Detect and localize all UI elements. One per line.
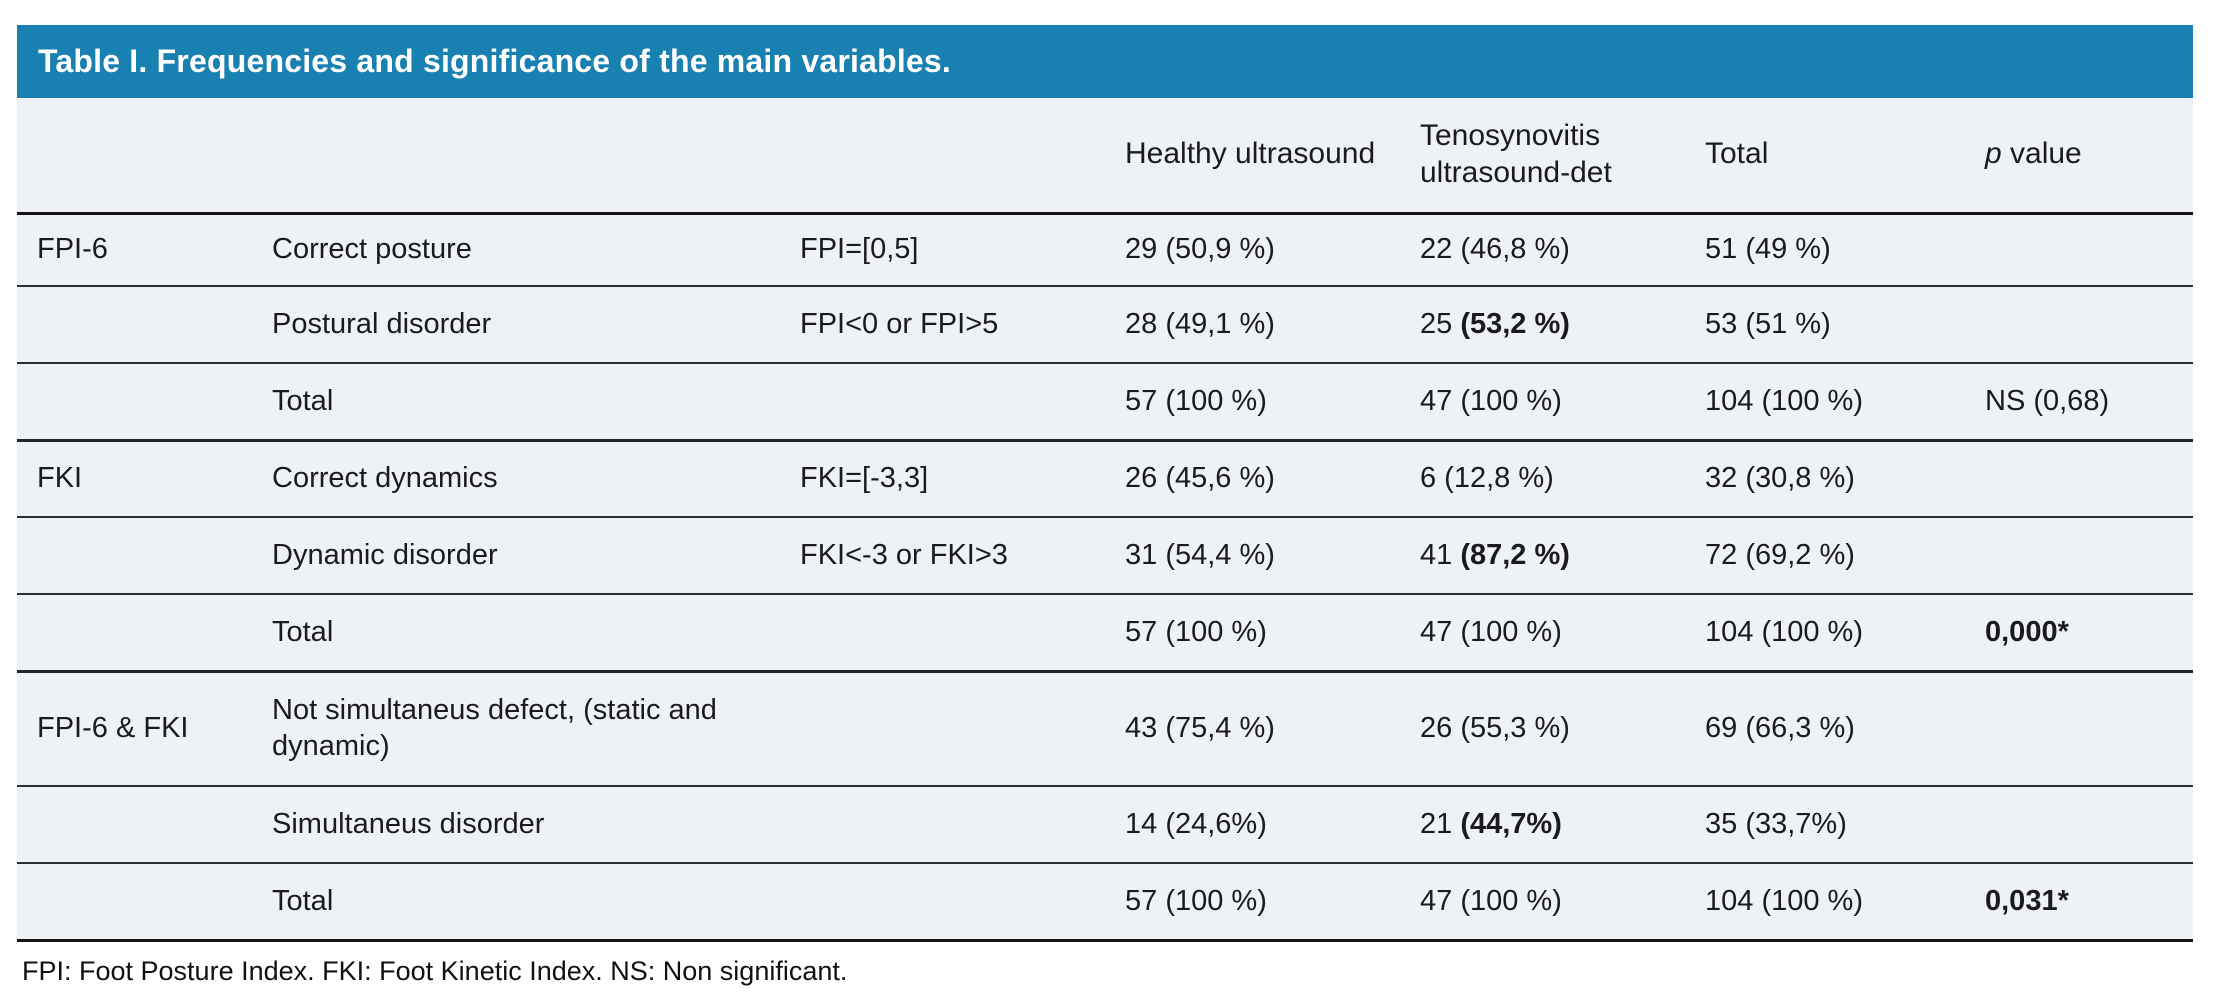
cell-criteria: FPI=[0,5] [800,233,919,266]
cell-healthy: 57 (100 %) [1105,593,1400,671]
table-row: Simultaneus disorder 14 (24,6%) 21 (44,7… [17,785,2193,863]
cell-healthy: 28 (49,1 %) [1105,285,1400,363]
cell-healthy: 14 (24,6%) [1105,785,1400,863]
cell-label: Dynamic disorder [252,516,780,594]
cell-total: 51 (49 %) [1705,233,1831,266]
table-row: FKI Correct dynamics FKI=[-3,3] 26 (45,6… [17,438,2193,517]
cell-label: Simultaneus disorder [252,785,780,863]
table-title: Table I. Frequencies and significance of… [38,43,952,79]
header-row: Healthy ultrasound Tenosynovitis ultraso… [17,98,2193,215]
cell-pvalue [1965,285,2193,363]
column-header-pvalue: p value [1965,98,2193,215]
cell-healthy: 57 (100 %) [1105,862,1400,942]
p-italic: p [1985,137,2002,171]
cell-pvalue [1965,785,2193,863]
table-row: Dynamic disorder FKI<-3 or FKI>3 31 (54,… [17,516,2193,594]
column-header-total: Total [1685,98,1965,215]
cell-tenosynovitis: 21 (44,7%) [1400,785,1685,863]
cell-tenosynovitis: 26 (55,3 %) [1400,669,1685,786]
table-row: FPI-6 & FKI Not simultaneus defect, (sta… [17,669,2193,786]
cell-group [17,785,252,863]
table-row: Total 57 (100 %) 47 (100 %) 104 (100 %) … [17,593,2193,671]
table-row: Postural disorder FPI<0 or FPI>5 28 (49,… [17,285,2193,363]
cell-healthy: 26 (45,6 %) [1105,438,1400,517]
cell-tenosynovitis: 47 (100 %) [1400,862,1685,942]
cell-tenosynovitis: 47 (100 %) [1400,593,1685,671]
cell-group: FPI-6 & FKI [17,669,252,786]
cell-total: 69 (66,3 %) [1685,669,1965,786]
cell-criteria [780,862,1105,942]
cell-group [17,862,252,942]
cell-tenosynovitis: 41 (87,2 %) [1400,516,1685,594]
cell-total: 72 (69,2 %) [1685,516,1965,594]
cell-tenosynovitis: 6 (12,8 %) [1400,438,1685,517]
cell-group: FPI-6 [37,233,108,266]
table-footnote: FPI: Foot Posture Index. FKI: Foot Kinet… [22,956,848,986]
cell-criteria [780,785,1105,863]
cell-label: Correct posture [272,233,472,266]
cell-group [17,362,252,440]
column-header-variable [252,98,780,215]
cell-pvalue: NS (0,68) [1965,362,2193,440]
column-header-tenosynovitis: Tenosynovitis ultrasound-det [1400,98,1685,215]
cell-total: 104 (100 %) [1685,862,1965,942]
cell-pvalue [1965,213,2193,286]
cell-pvalue: 0,031* [1965,862,2193,942]
frequencies-table: Healthy ultrasound Tenosynovitis ultraso… [17,98,2193,942]
cell-group [17,593,252,671]
cell-criteria [780,362,1105,440]
cell-healthy: 29 (50,9 %) [1125,233,1275,266]
cell-tenosynovitis: 25 (53,2 %) [1400,285,1685,363]
column-header-criteria [780,98,1105,215]
cell-group: FKI [17,438,252,517]
table-row: FPI-6 Correct posture FPI=[0,5] 29 (50,9… [17,213,2193,286]
cell-label: Not simultaneus defect, (static and dyna… [252,669,780,786]
cell-tenosynovitis: 22 (46,8 %) [1420,233,1570,266]
cell-criteria [780,593,1105,671]
column-header-healthy: Healthy ultrasound [1105,98,1400,215]
cell-total: 35 (33,7%) [1685,785,1965,863]
cell-healthy: 43 (75,4 %) [1105,669,1400,786]
table-container: Table I. Frequencies and significance of… [17,25,2193,942]
cell-criteria: FKI=[-3,3] [780,438,1105,517]
table-title-bar: Table I. Frequencies and significance of… [17,25,2193,98]
column-header-group [17,98,252,215]
cell-total: 53 (51 %) [1685,285,1965,363]
cell-label: Total [252,593,780,671]
cell-criteria: FPI<0 or FPI>5 [780,285,1105,363]
cell-criteria: FKI<-3 or FKI>3 [780,516,1105,594]
cell-label: Correct dynamics [252,438,780,517]
cell-criteria [780,669,1105,786]
cell-pvalue [1965,438,2193,517]
cell-group [17,516,252,594]
cell-total: 32 (30,8 %) [1685,438,1965,517]
cell-pvalue [1965,516,2193,594]
p-rest: value [2001,137,2082,171]
cell-label: Total [252,362,780,440]
cell-group [17,285,252,363]
cell-total: 104 (100 %) [1685,593,1965,671]
cell-pvalue: 0,000* [1965,593,2193,671]
cell-pvalue [1965,669,2193,786]
cell-total: 104 (100 %) [1685,362,1965,440]
cell-healthy: 57 (100 %) [1105,362,1400,440]
table-row: Total 57 (100 %) 47 (100 %) 104 (100 %) … [17,862,2193,942]
cell-healthy: 31 (54,4 %) [1105,516,1400,594]
cell-tenosynovitis: 47 (100 %) [1400,362,1685,440]
cell-label: Postural disorder [252,285,780,363]
table-row: Total 57 (100 %) 47 (100 %) 104 (100 %) … [17,362,2193,440]
cell-label: Total [252,862,780,942]
